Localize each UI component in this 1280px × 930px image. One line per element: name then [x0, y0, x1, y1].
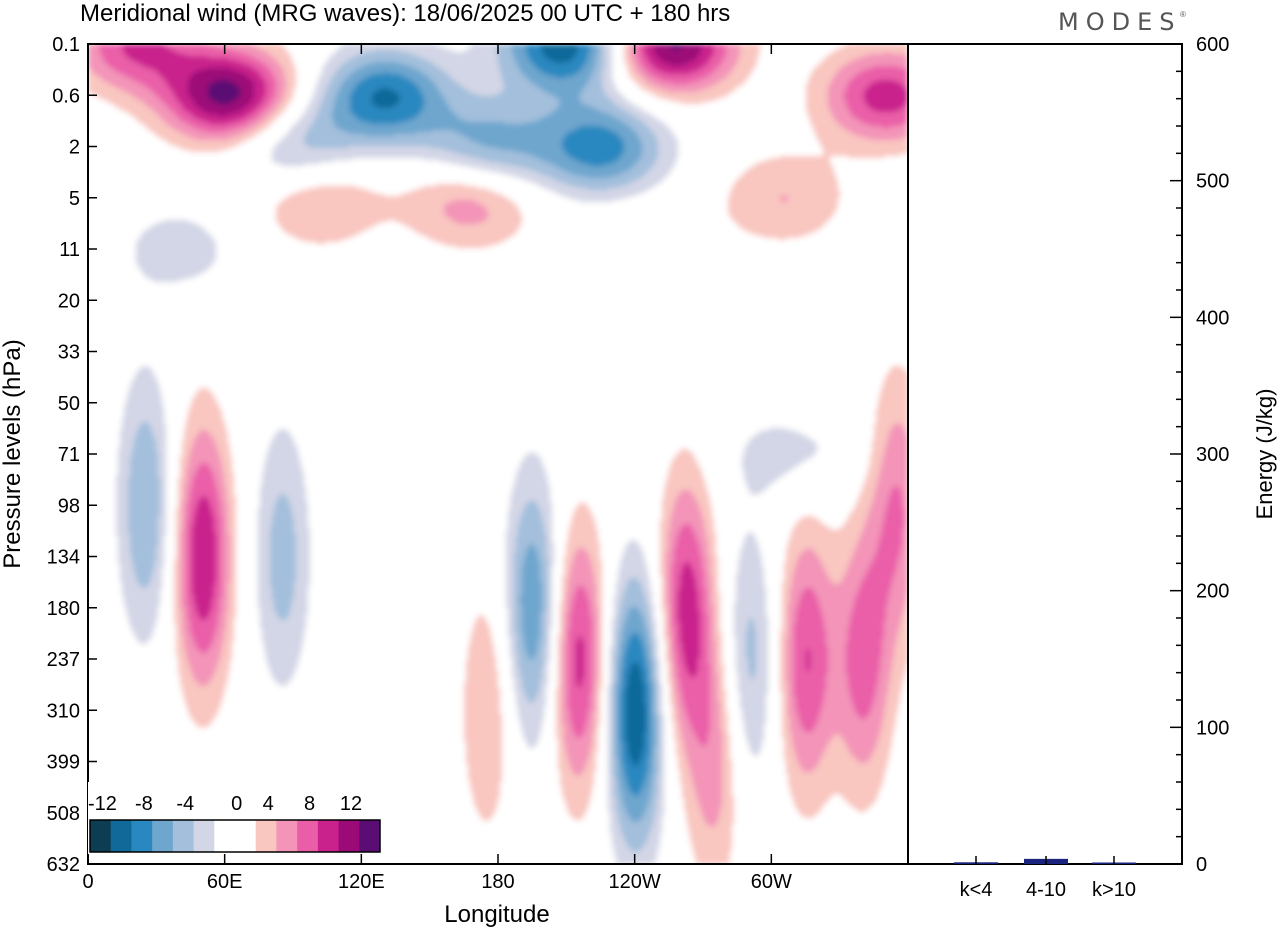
colorbar-label: 12 [340, 793, 362, 815]
k-tick-label: k<4 [960, 879, 993, 901]
energy-tick-label: 100 [1196, 717, 1229, 739]
colorbar-label: 0 [231, 793, 242, 815]
y-tick-label: 0.6 [52, 85, 80, 107]
y-tick-label: 33 [58, 342, 80, 364]
chart-title: Meridional wind (MRG waves): 18/06/2025 … [80, 0, 731, 27]
y-tick-label: 98 [58, 495, 80, 517]
x-tick-label: 60E [207, 871, 243, 893]
wind-contour-field [88, 44, 908, 864]
y-tick-label: 5 [69, 188, 80, 210]
y-tick-label: 11 [59, 239, 80, 261]
longitude-axis: 0 60E 120E 180 120W 60W [82, 44, 792, 893]
colorbar-swatch [110, 820, 132, 852]
y-tick-label: 50 [58, 393, 80, 415]
y-tick-label: 0.1 [52, 34, 80, 56]
energy-tick-label: 200 [1196, 581, 1229, 603]
y-tick-label: 134 [47, 547, 80, 569]
pressure-axis: 0.1 0.6 2 5 11 20 33 50 71 98 134 180 237 310 399 508 63… [47, 34, 97, 876]
wavenumber-axis: k<4 4-10 k>10 [960, 856, 1136, 901]
y-tick-label: 71 [58, 444, 80, 466]
energy-tick-label: 0 [1196, 854, 1207, 876]
logo-registered-mark: ® [1180, 10, 1186, 19]
energy-tick-label: 600 [1196, 34, 1229, 56]
y-tick-label: 2 [69, 137, 80, 159]
energy-axis-title: Energy (J/kg) [1252, 389, 1277, 520]
x-tick-label: 120W [609, 871, 661, 893]
x-tick-label: 0 [82, 871, 93, 893]
energy-bar-panel: 0 100 200 300 400 500 600 k<4 4-10 k>10 [907, 34, 1229, 901]
y-tick-label: 508 [47, 803, 80, 825]
colorbar-swatch [338, 820, 360, 852]
colorbar-swatch [193, 820, 215, 852]
colorbar: -12 -8 -4 0 4 8 12 [88, 782, 384, 854]
x-tick-label: 180 [481, 871, 514, 893]
energy-tick-label: 500 [1196, 171, 1229, 193]
energy-tick-label: 300 [1196, 444, 1229, 466]
energy-axis: 0 100 200 300 400 500 600 [1170, 34, 1229, 876]
x-tick-label: 120E [338, 871, 385, 893]
colorbar-label: 4 [263, 793, 274, 815]
y-axis-title: Pressure levels (hPa) [0, 339, 26, 568]
colorbar-swatch [172, 820, 195, 852]
colorbar-swatch [235, 820, 257, 852]
colorbar-label: -12 [88, 793, 117, 815]
colorbar-swatch [255, 820, 277, 852]
y-tick-label: 20 [58, 290, 80, 312]
y-tick-label: 237 [47, 649, 80, 671]
heatmap-panel: 0.1 0.6 2 5 11 20 33 50 71 98 134 180 237 310 399 508 63… [47, 34, 909, 893]
colorbar-label: -8 [135, 793, 153, 815]
colorbar-label: -4 [176, 793, 194, 815]
energy-frame [907, 43, 1183, 865]
x-axis-title: Longitude [444, 901, 549, 928]
x-tick-label: 60W [751, 871, 792, 893]
y-tick-label: 180 [47, 598, 80, 620]
colorbar-swatch [317, 820, 340, 852]
k-tick-label: 4-10 [1026, 879, 1066, 901]
colorbar-swatch [276, 820, 298, 852]
energy-tick-label: 400 [1196, 307, 1229, 329]
modes-logo: MODES [1058, 8, 1182, 36]
y-tick-label: 632 [47, 854, 80, 876]
colorbar-swatch [90, 820, 112, 852]
colorbar-frame [89, 819, 381, 853]
colorbar-swatch [297, 820, 319, 852]
colorbar-label: 8 [304, 793, 315, 815]
colorbar-swatch [152, 820, 174, 852]
colorbar-swatch [214, 820, 236, 852]
k-tick-label: k>10 [1092, 879, 1136, 901]
colorbar-swatch [359, 820, 381, 852]
colorbar-swatch [131, 820, 153, 852]
y-tick-label: 399 [47, 752, 80, 774]
y-tick-label: 310 [47, 700, 80, 722]
